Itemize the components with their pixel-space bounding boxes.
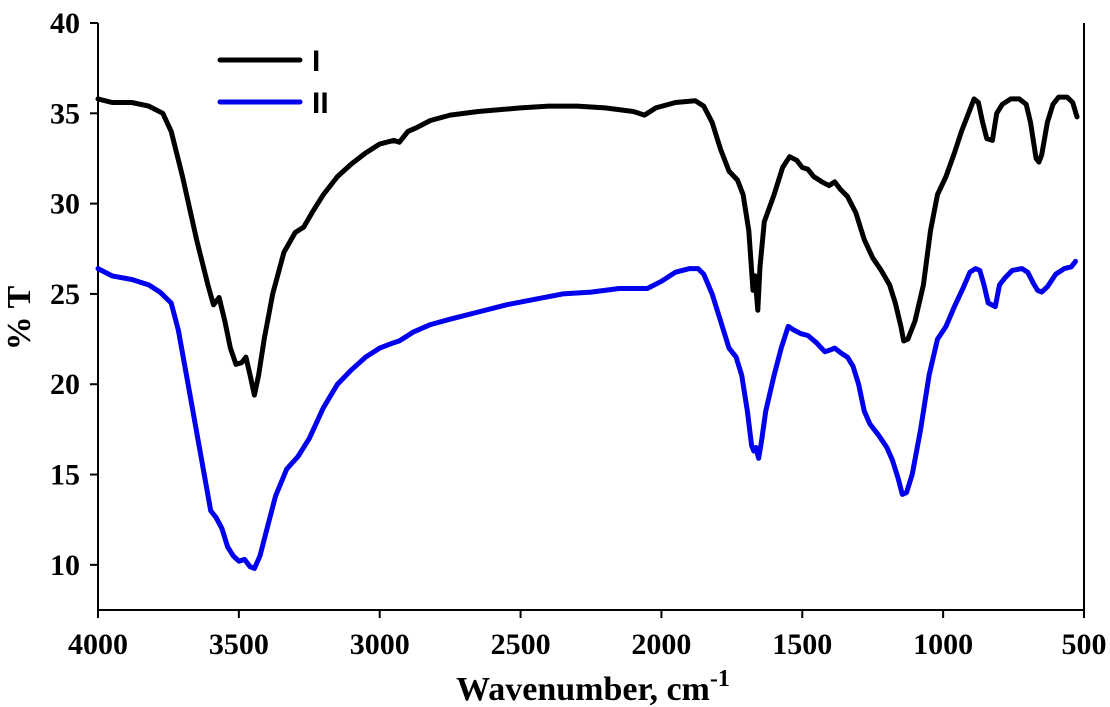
y-tick-label: 10 [50,549,80,582]
legend-label: I [312,45,320,78]
x-axis-title-text: Wavenumber, cm [456,671,710,707]
series-layer [95,94,1080,571]
x-axis-title-superscript: -1 [710,666,730,692]
x-tick-label: 1000 [913,628,973,661]
x-tick-label: 2500 [491,628,551,661]
plot-frame [97,23,1085,611]
x-axis-title: Wavenumber, cm-1 [456,666,730,707]
y-axis-ticks: 10 15 20 25 30 35 40 [50,7,98,582]
y-tick-label: 35 [50,97,80,130]
y-tick-label: 30 [50,188,80,221]
y-tick-label: 20 [50,368,80,401]
legend: III [217,45,329,120]
legend-label: II [312,87,329,120]
y-tick-label: 25 [50,278,80,311]
series-line-i [95,94,1080,398]
y-tick-label: 40 [50,7,80,40]
x-tick-label: 1500 [772,628,832,661]
x-tick-label: 4000 [68,628,128,661]
x-tick-label: 3500 [209,628,269,661]
series-line-ii [95,258,1078,571]
x-tick-label: 500 [1062,628,1107,661]
x-axis-ticks: 4000 3500 3000 2500 2000 1500 1000 500 [68,610,1107,661]
y-axis-title: % T [1,285,38,350]
x-tick-label: 3000 [350,628,410,661]
y-tick-label: 15 [50,459,80,492]
x-tick-label: 2000 [631,628,691,661]
